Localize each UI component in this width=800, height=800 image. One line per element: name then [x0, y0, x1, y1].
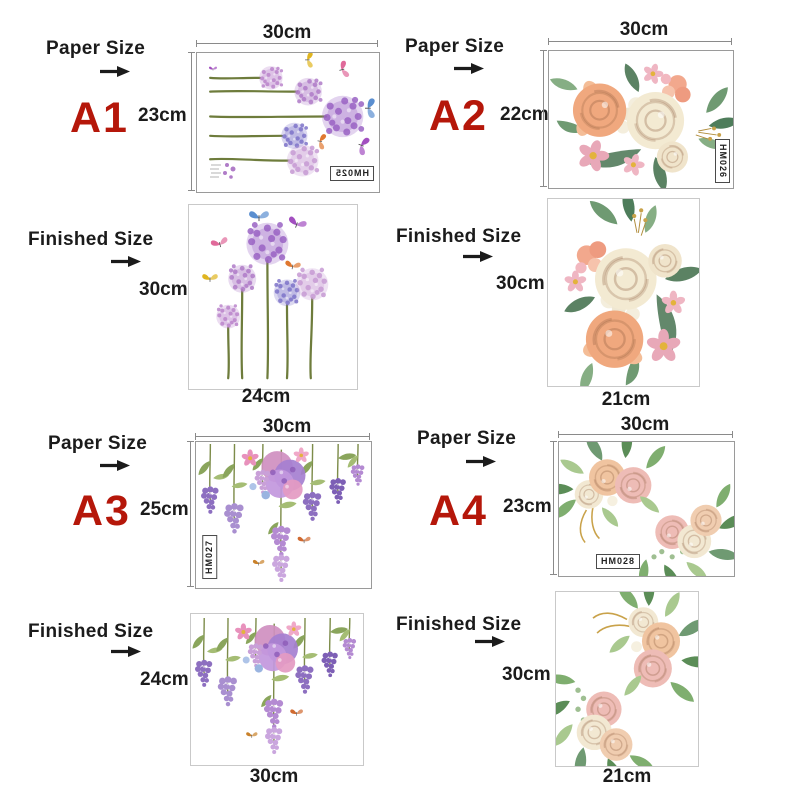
width-dimension-line [195, 433, 370, 440]
paper-size-title: Paper Size [405, 36, 505, 57]
width-dimension-line [196, 40, 378, 47]
finished-sheet-a3 [190, 613, 364, 766]
wisteria-sticker-art [191, 614, 363, 765]
height-dimension-line [550, 441, 557, 575]
paper-width-label: 30cm [620, 414, 670, 435]
arrow-right-icon [99, 459, 131, 472]
sheet-code-label: HM025 [329, 165, 374, 181]
variant-label-a3: A3 [72, 487, 131, 535]
finished-width-label: 30cm [249, 766, 299, 787]
paper-size-title: Paper Size [417, 428, 517, 449]
paper-height-label: 25cm [140, 499, 189, 520]
arrow-right-icon [465, 455, 497, 468]
finished-sheet-a2 [547, 198, 700, 387]
width-dimension-line [558, 431, 733, 438]
height-dimension-line [540, 50, 547, 187]
variant-label-a1: A1 [70, 94, 129, 142]
variant-label-a2: A2 [429, 92, 488, 140]
paper-height-label: 23cm [138, 105, 187, 126]
finished-height-label: 30cm [139, 279, 188, 300]
paper-height-label: 22cm [500, 104, 549, 125]
wisteria-sticker-art [196, 442, 371, 588]
paper-width-label: 30cm [619, 19, 669, 40]
dandelion-sticker-art [208, 53, 379, 179]
finished-sheet-a4 [555, 591, 699, 767]
arrow-right-icon [453, 62, 485, 75]
finished-height-label: 24cm [140, 669, 189, 690]
finished-sheet-a1 [188, 204, 358, 390]
width-dimension-line [548, 38, 732, 45]
finished-height-label: 30cm [496, 273, 545, 294]
sheet-code-label: HM028 [596, 553, 641, 569]
arrow-right-icon [110, 645, 142, 658]
variant-label-a4: A4 [429, 487, 488, 535]
arrow-right-icon [462, 250, 494, 263]
finished-height-label: 30cm [502, 664, 551, 685]
paper-sheet-a4: HM028 [558, 441, 735, 577]
paper-width-label: 30cm [262, 22, 312, 43]
finished-width-label: 24cm [241, 386, 291, 407]
dandelion-sticker-art [189, 205, 357, 389]
finished-width-label: 21cm [601, 389, 651, 410]
sheet-code-label: HM027 [202, 534, 218, 579]
paper-width-label: 30cm [262, 416, 312, 437]
arrow-right-icon [99, 65, 131, 78]
paper-sheet-a2: HM026 [548, 50, 734, 189]
height-dimension-line [187, 441, 194, 587]
finished-size-title: Finished Size [396, 226, 522, 247]
rose-bouquet-sticker-art [548, 199, 699, 386]
finished-size-title: Finished Size [396, 614, 522, 635]
paper-sheet-a1: HM025 [196, 52, 380, 193]
paper-sheet-a3: HM027 [195, 441, 372, 589]
finished-size-title: Finished Size [28, 621, 154, 642]
rose-wreath-sticker-art [556, 592, 698, 766]
arrow-right-icon [474, 635, 506, 648]
arrow-right-icon [110, 255, 142, 268]
paper-size-title: Paper Size [48, 433, 148, 454]
rose-wreath-sticker-art [559, 442, 734, 576]
paper-size-title: Paper Size [46, 38, 146, 59]
paper-height-label: 23cm [503, 496, 552, 517]
sheet-code-label: HM026 [714, 138, 730, 183]
finished-width-label: 21cm [602, 766, 652, 787]
rose-bouquet-sticker-art [549, 51, 733, 188]
height-dimension-line [188, 52, 195, 191]
finished-size-title: Finished Size [28, 229, 154, 250]
